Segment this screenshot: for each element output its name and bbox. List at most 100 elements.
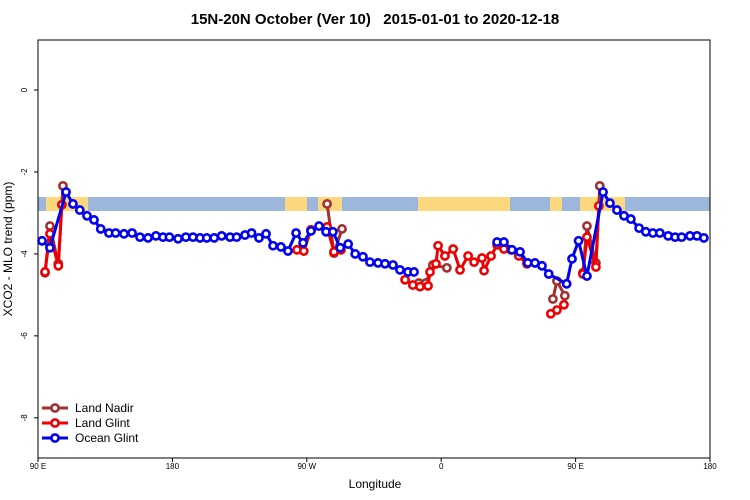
data-point: [209, 233, 220, 243]
y-tick-label: -2: [20, 168, 29, 176]
y-tick-label: -6: [20, 332, 29, 340]
data-point: [598, 187, 608, 197]
legend-label: Land Nadir: [75, 401, 134, 415]
data-point: [582, 221, 592, 231]
legend-label: Land Glint: [75, 416, 130, 430]
data-point: [82, 210, 92, 221]
data-point: [507, 244, 517, 255]
land-patch: [550, 197, 562, 211]
data-point: [409, 267, 419, 277]
data-point: [110, 228, 121, 238]
data-point: [365, 257, 375, 268]
data-point: [698, 233, 709, 243]
data-point: [37, 235, 47, 246]
data-point: [425, 267, 435, 277]
data-point: [314, 221, 324, 231]
data-point: [591, 262, 601, 272]
data-point: [358, 251, 368, 262]
data-point: [268, 240, 278, 251]
data-point: [612, 205, 622, 215]
data-point: [548, 294, 558, 304]
data-point: [380, 258, 390, 269]
data-point: [135, 232, 145, 243]
data-point: [388, 260, 398, 270]
data-point: [552, 305, 562, 315]
data-point: [306, 226, 316, 236]
y-axis-label: XCO2 - MLO trend (ppm): [1, 182, 15, 317]
data-point: [605, 198, 615, 209]
data-point: [582, 232, 592, 243]
data-point: [469, 257, 479, 268]
legend-swatch-marker: [50, 433, 60, 443]
x-tick-label: 0: [439, 462, 444, 471]
land-patch: [418, 197, 510, 211]
data-point: [433, 240, 443, 251]
data-point: [298, 246, 309, 256]
data-point: [276, 242, 286, 252]
data-point: [61, 187, 71, 197]
data-point: [582, 271, 592, 281]
data-point: [68, 199, 78, 209]
data-point: [53, 260, 64, 271]
ocean-band: [38, 197, 710, 211]
data-point: [335, 242, 346, 253]
data-point: [441, 262, 452, 273]
series: [40, 199, 604, 319]
data-point: [463, 251, 473, 261]
data-point: [164, 232, 175, 243]
y-tick-label: -4: [20, 250, 29, 258]
data-point: [45, 221, 55, 231]
data-point: [573, 235, 584, 246]
x-tick-label: 180: [166, 462, 180, 471]
data-point: [448, 244, 459, 254]
chart-title: 15N-20N October (Ver 10) 2015-01-01 to 2…: [191, 11, 560, 28]
data-point: [499, 237, 509, 247]
legend-swatch-marker: [50, 418, 60, 428]
data-point: [143, 233, 153, 243]
data-point: [350, 249, 361, 259]
data-point: [322, 199, 333, 209]
data-point: [291, 228, 301, 238]
data-point: [515, 246, 525, 257]
data-point: [625, 214, 636, 224]
x-tick-label: 90 E: [30, 462, 46, 471]
data-point: [231, 232, 242, 243]
data-point: [283, 246, 293, 256]
data-point: [45, 242, 55, 253]
data-point: [537, 260, 547, 271]
data-point: [328, 226, 338, 237]
data-point: [343, 239, 354, 249]
data-point: [543, 269, 554, 279]
data-point: [201, 233, 212, 243]
data-point: [479, 265, 489, 276]
data-point: [567, 253, 577, 264]
data-point: [415, 281, 425, 292]
legend-label: Ocean Glint: [75, 431, 139, 445]
data-point: [676, 232, 687, 243]
data-point: [216, 230, 227, 241]
data-point: [400, 274, 410, 285]
data-point: [337, 224, 347, 234]
data-point: [254, 233, 264, 243]
data-point: [127, 228, 137, 238]
data-point: [95, 224, 106, 234]
legend-swatch-marker: [50, 403, 60, 413]
x-tick-label: 90 W: [297, 462, 316, 471]
data-point: [654, 228, 665, 238]
x-tick-label: 180: [703, 462, 717, 471]
data-point: [173, 233, 183, 244]
data-point: [119, 228, 129, 239]
data-point: [395, 264, 405, 275]
data-point: [561, 278, 572, 289]
data-point: [440, 251, 450, 261]
data-point: [477, 253, 487, 263]
data-point: [455, 264, 465, 275]
y-tick-label: 0: [20, 87, 29, 92]
data-point: [423, 280, 433, 291]
data-point: [431, 258, 441, 269]
data-point: [559, 290, 570, 301]
data-point: [486, 251, 496, 261]
land-patch: [285, 197, 307, 211]
